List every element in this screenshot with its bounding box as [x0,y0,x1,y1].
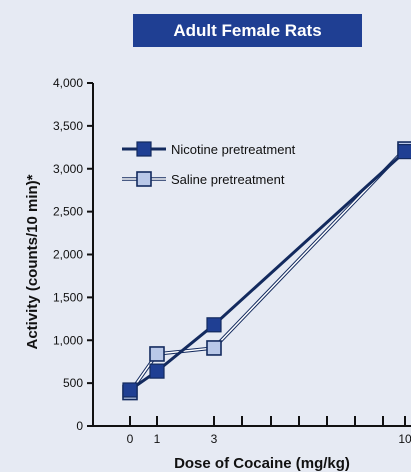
axes: 0 500 1,000 1,500 2,000 2,500 3,000 3,500 4,000 0… [24,76,411,472]
legend: Nicotine pretreatment Saline pretreatment [122,141,296,187]
y-tick-label: 1,500 [53,290,83,304]
x-tick-label: 0 [127,432,134,446]
data-point [206,317,222,333]
legend-marker [136,171,152,187]
legend-label: Nicotine pretreatment [171,142,296,157]
data-point [206,340,222,356]
x-tick-label: 1 [154,432,161,446]
data-point [149,346,165,362]
x-tick-label: 3 [211,432,218,446]
y-tick-label: 0 [76,419,83,433]
y-tick-label: 3,000 [53,162,83,176]
x-tick-label: 10 [398,432,411,446]
data-point [122,382,138,398]
series-layer [122,141,411,401]
y-tick-label: 3,500 [53,119,83,133]
legend-item-saline: Saline pretreatment [122,171,285,187]
chart-title: Adult Female Rats [133,14,362,47]
y-tick-label: 1,000 [53,333,83,347]
series-line [129,148,406,393]
legend-label: Saline pretreatment [171,172,285,187]
y-tick-label: 500 [63,376,83,390]
y-tick-label: 4,000 [53,76,83,90]
y-axis-title: Activity (counts/10 min)* [24,174,41,349]
legend-marker [136,141,152,157]
x-axis-title: Dose of Cocaine (mg/kg) [174,455,350,472]
data-point [397,144,411,160]
y-tick-label: 2,500 [53,205,83,219]
series-nicotine [122,144,411,398]
y-tick-label: 2,000 [53,248,83,262]
series-line [129,150,407,392]
legend-item-nicotine: Nicotine pretreatment [122,141,296,157]
data-point [149,363,165,379]
